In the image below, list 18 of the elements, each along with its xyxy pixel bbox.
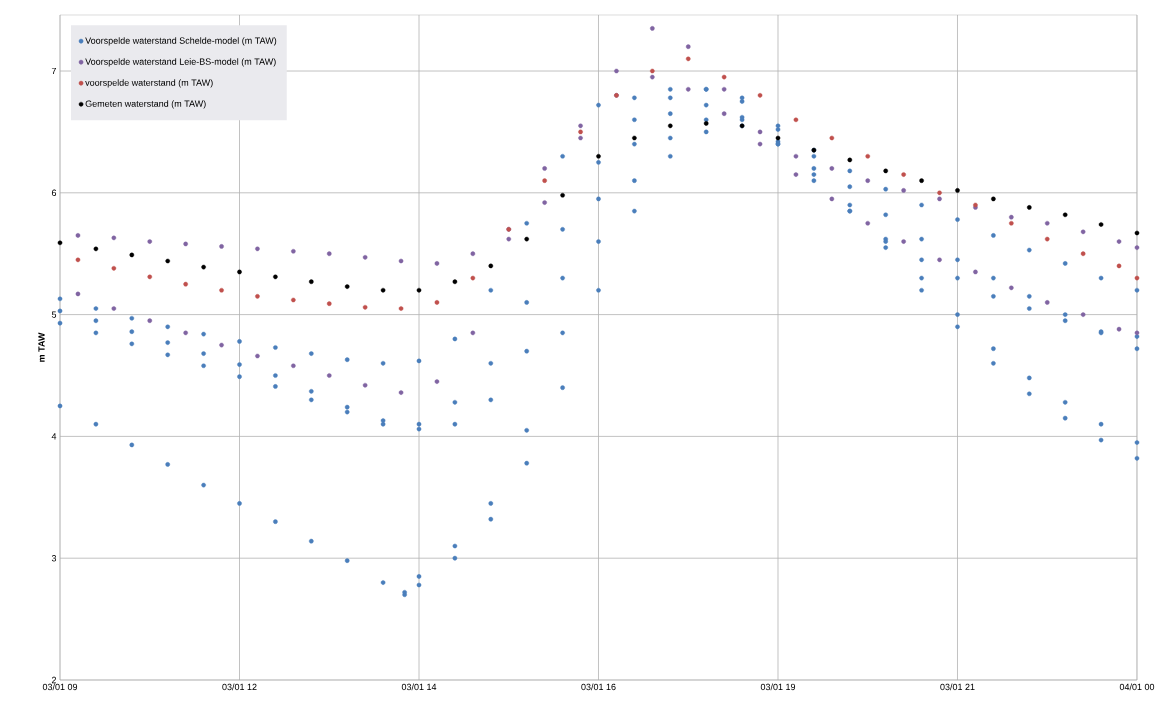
y-axis-title: m TAW [38,332,45,362]
y-tick-label: 3 [51,555,57,562]
y-tick-label: 6 [51,189,57,196]
x-tick-label: 03/01 16 [581,683,616,691]
legend-label: voorspelde waterstand (m TAW) [85,79,213,88]
y-tick-label: 2 [51,676,57,684]
y-tick-label: 4 [51,433,57,440]
y-tick-label: 5 [51,311,57,318]
x-tick-label: 03/01 14 [401,683,437,691]
x-tick-label: 03/01 21 [940,683,975,691]
x-tick-label: 03/01 09 [42,683,78,691]
x-tick-label: 04/01 00 [1119,683,1155,691]
legend-label: Voorspelde waterstand Schelde-model (m TAW) [85,37,277,46]
x-tick-label: 03/01 12 [222,683,257,691]
legend-label: Voorspelde waterstand Leie-BS-model (m TAW) [85,58,276,67]
legend-label: Gemeten waterstand (m TAW) [85,100,206,109]
y-tick-label: 7 [51,67,57,75]
x-tick-label: 03/01 19 [760,683,796,691]
